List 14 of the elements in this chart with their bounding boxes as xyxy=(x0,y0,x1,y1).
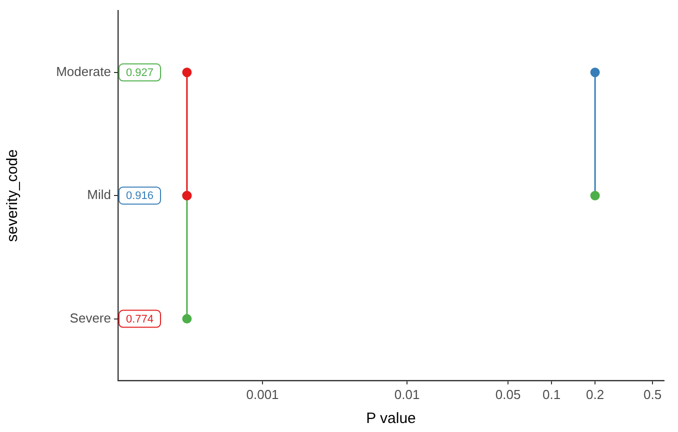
x-tick-label: 0.5 xyxy=(644,386,662,402)
annotation: 0.774 xyxy=(126,313,154,326)
y-tick-label: Mild xyxy=(87,187,111,202)
x-tick-label: 0.01 xyxy=(394,386,420,402)
y-tick-label: Severe xyxy=(70,310,111,326)
x-tick-label: 0.1 xyxy=(542,386,561,402)
x-tick-label: 0.2 xyxy=(586,386,604,402)
annotation: 0.927 xyxy=(126,66,154,79)
x-axis-title: P value xyxy=(366,410,416,428)
y-axis-title: severity_code xyxy=(4,149,22,242)
y-tick-label: Moderate xyxy=(56,64,111,79)
x-tick-label: 0.001 xyxy=(246,386,279,402)
annotation: 0.916 xyxy=(126,190,154,202)
x-tick-label: 0.05 xyxy=(495,386,521,402)
